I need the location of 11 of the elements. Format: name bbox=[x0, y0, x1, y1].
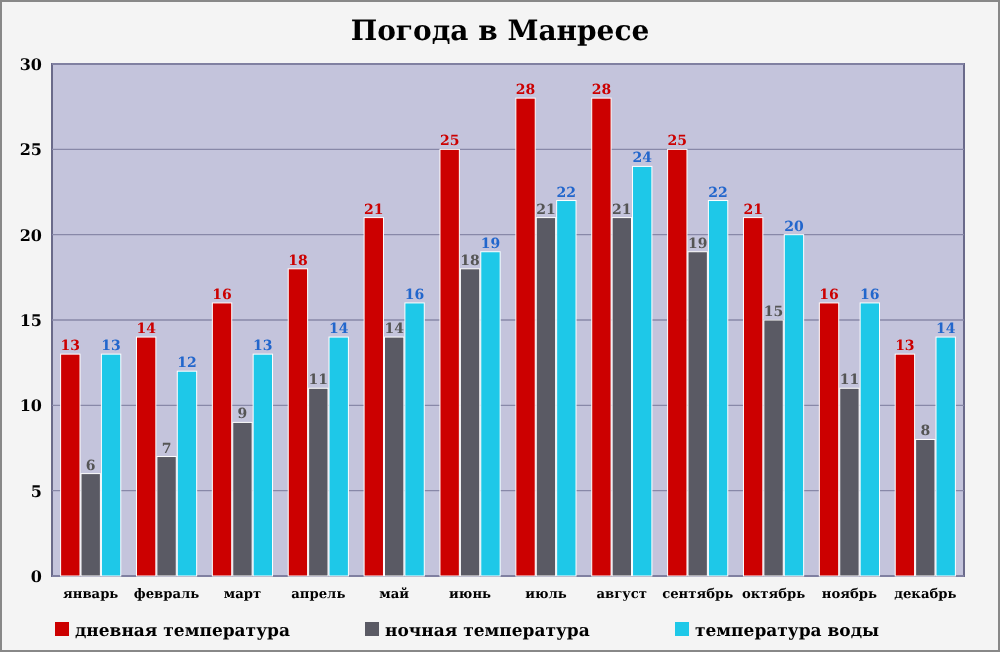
legend-label: дневная температура bbox=[75, 622, 291, 642]
y-tick-label: 15 bbox=[19, 310, 42, 330]
y-tick-label: 5 bbox=[30, 480, 42, 501]
y-tick-label: 20 bbox=[19, 224, 43, 245]
y-tick-label: 30 bbox=[19, 54, 43, 74]
y-tick-label: 0 bbox=[30, 566, 43, 586]
legend-label: температура воды bbox=[695, 622, 880, 642]
y-tick-label: 25 bbox=[19, 139, 42, 160]
legend-label: ночная температура bbox=[385, 622, 591, 642]
y-tick-label: 10 bbox=[19, 395, 43, 416]
chart-title: Погода в Манресе bbox=[350, 16, 650, 48]
